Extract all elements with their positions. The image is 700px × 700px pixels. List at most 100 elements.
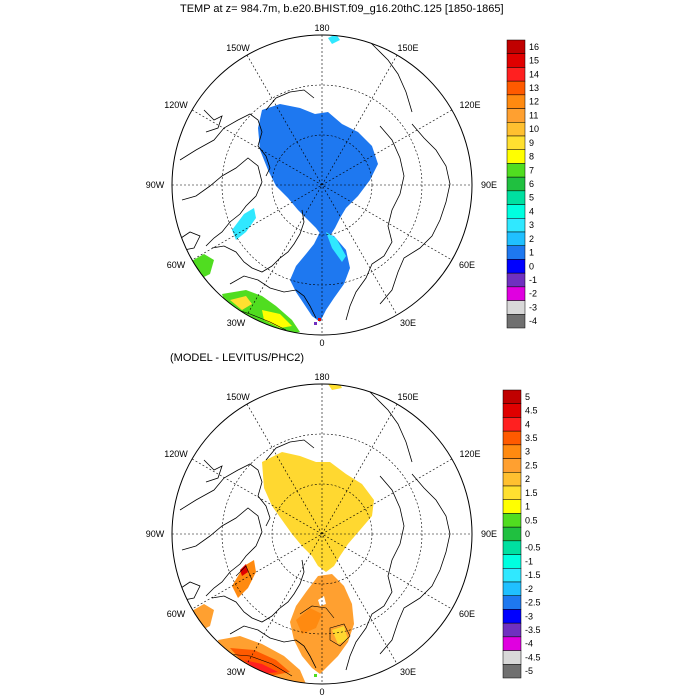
panel1-colorbar-label: 15 <box>529 56 539 66</box>
svg-text:90W: 90W <box>146 180 165 190</box>
panel2-colorbar: 5 4.5 4 3.5 3 2.5 2 1.5 1 0.5 0 -0.5 -1 -1.5 -2 -2.5 -3 -… <box>502 389 541 679</box>
svg-text:0: 0 <box>319 338 324 348</box>
panel1-map-border <box>171 34 473 336</box>
panel2-colorbar-label: 2.5 <box>525 460 538 470</box>
panel1-colorbar-label: 5 <box>529 193 534 203</box>
panel1-field-nordic <box>290 232 350 322</box>
panel1-colorbar-label: -1 <box>529 275 537 285</box>
panel1-colorbar-swatch <box>506 176 526 192</box>
svg-text:120E: 120E <box>459 100 480 110</box>
svg-text:120E: 120E <box>459 449 480 459</box>
panel2-colorbar-label: -5 <box>525 666 533 676</box>
svg-text:30E: 30E <box>400 667 416 677</box>
panel2-colorbar-label: 3 <box>525 447 530 457</box>
panel1-map: 180 150W 150E 120W 120E 90W 90E 60W 60E … <box>146 23 539 348</box>
panel1-colorbar-label: 9 <box>529 138 534 148</box>
panel2-colorbar-swatch <box>502 499 522 514</box>
panel1-colorbar-label: 2 <box>529 234 534 244</box>
panel2-colorbar-swatch <box>502 458 522 473</box>
svg-text:60E: 60E <box>459 260 475 270</box>
panel2-coastlines <box>177 384 451 671</box>
svg-text:90W: 90W <box>146 529 165 539</box>
panel2-colorbar-swatch <box>502 581 522 596</box>
panel2-colorbar-label: 4.5 <box>525 406 538 416</box>
panel2-colorbar-swatch <box>502 554 522 569</box>
panel2-graticule <box>172 384 472 684</box>
panel2-colorbar-label: -4 <box>525 639 533 649</box>
panel2-colorbar-swatch <box>502 417 522 432</box>
panel2-colorbar-swatch <box>502 540 522 555</box>
panel2-colorbar-swatch <box>502 472 522 487</box>
panel1-colorbar-label: 10 <box>529 124 539 134</box>
panel1-colorbar-swatch <box>506 286 526 301</box>
panel2-colorbar-label: -3.5 <box>525 625 541 635</box>
panel2-colorbar-label: 4 <box>525 419 530 429</box>
svg-text:0: 0 <box>319 687 324 697</box>
panel2-colorbar-swatch <box>502 622 522 638</box>
panel2-title: (MODEL - LEVITUS/PHC2) <box>170 352 305 364</box>
panel1-graticule <box>172 35 472 335</box>
panel2-colorbar-label: -2.5 <box>525 598 541 608</box>
svg-text:60W: 60W <box>167 609 186 619</box>
panel2-colorbar-swatch <box>502 609 522 624</box>
panel1-colorbar-swatch <box>506 190 526 205</box>
panel1-colorbar-label: 6 <box>529 179 534 189</box>
panel1-colorbar-swatch <box>506 204 526 219</box>
svg-text:30E: 30E <box>400 318 416 328</box>
panel2-colorbar-label: 1 <box>525 502 530 512</box>
panel1-colorbar-swatch <box>506 67 526 82</box>
svg-text:150E: 150E <box>397 392 418 402</box>
panel1-colorbar-swatch <box>506 108 526 123</box>
panel2-lon-labels: 180 150W 150E 120W 120E 90W 90E 60W 60E … <box>146 372 497 697</box>
panel2-colorbar-label: -4.5 <box>525 652 541 662</box>
panel1-colorbar-swatch <box>506 300 526 315</box>
svg-text:150W: 150W <box>226 392 250 402</box>
panel2-colorbar-swatch <box>502 485 522 500</box>
panel1-colorbar-swatch <box>506 94 526 109</box>
panel1-colorbar-label: -4 <box>529 316 537 326</box>
panel1-colorbar-swatch <box>506 163 526 178</box>
svg-text:30W: 30W <box>227 667 246 677</box>
panel2-colorbar-swatch <box>502 444 522 459</box>
panel1-colorbar-label: 12 <box>529 97 539 107</box>
panel1-colorbar-swatch <box>506 314 526 329</box>
panel1-colorbar-swatch <box>506 80 526 96</box>
panel1-colorbar-label: 4 <box>529 206 534 216</box>
panel2-colorbar-label: -1 <box>525 556 533 566</box>
panel2-colorbar-label: 5 <box>525 392 530 402</box>
panel2-colorbar-label: -0.5 <box>525 543 541 553</box>
panel2-colorbar-label: -3 <box>525 611 533 621</box>
panel2-colorbar-label: 0 <box>525 529 530 539</box>
svg-text:90E: 90E <box>481 529 497 539</box>
svg-text:120W: 120W <box>164 449 188 459</box>
svg-text:180: 180 <box>314 372 329 382</box>
panel2-colorbar-swatch <box>502 568 522 583</box>
panel2-colorbar-label: -1.5 <box>525 570 541 580</box>
panel1-colorbar-label: 1 <box>529 248 534 258</box>
svg-text:60W: 60W <box>167 260 186 270</box>
panel1-colorbar-swatch <box>506 259 526 274</box>
panel2-map: 180 150W 150E 120W 120E 90W 90E 60W 60E … <box>146 372 541 697</box>
panel2-colorbar-label: 2 <box>525 474 530 484</box>
panel1-colorbar-label: -2 <box>529 289 537 299</box>
panel2-map-border <box>171 383 473 685</box>
panel2-colorbar-swatch <box>502 430 522 446</box>
panel2-colorbar-label: 3.5 <box>525 433 538 443</box>
panel1-colorbar-label: 0 <box>529 261 534 271</box>
panel1-coastlines <box>177 35 451 321</box>
panel1-colorbar-swatch <box>506 122 526 137</box>
panel1-title: TEMP at z= 984.7m, b.e20.BHIST.f09_g16.2… <box>180 3 504 15</box>
panel2-colorbar-label: -2 <box>525 584 533 594</box>
panel2-field-arctic <box>262 452 374 572</box>
panel1-colorbar-label: 3 <box>529 220 534 230</box>
panel1-colorbar-swatch <box>506 245 526 260</box>
panel1-colorbar-label: -3 <box>529 302 537 312</box>
panel1-colorbar-label: 8 <box>529 152 534 162</box>
svg-text:150E: 150E <box>397 43 418 53</box>
panel1-colorbar-label: 16 <box>529 42 539 52</box>
svg-text:90E: 90E <box>481 180 497 190</box>
panel1-colorbar-swatch <box>506 218 526 233</box>
panel2-colorbar-swatch <box>502 389 522 404</box>
